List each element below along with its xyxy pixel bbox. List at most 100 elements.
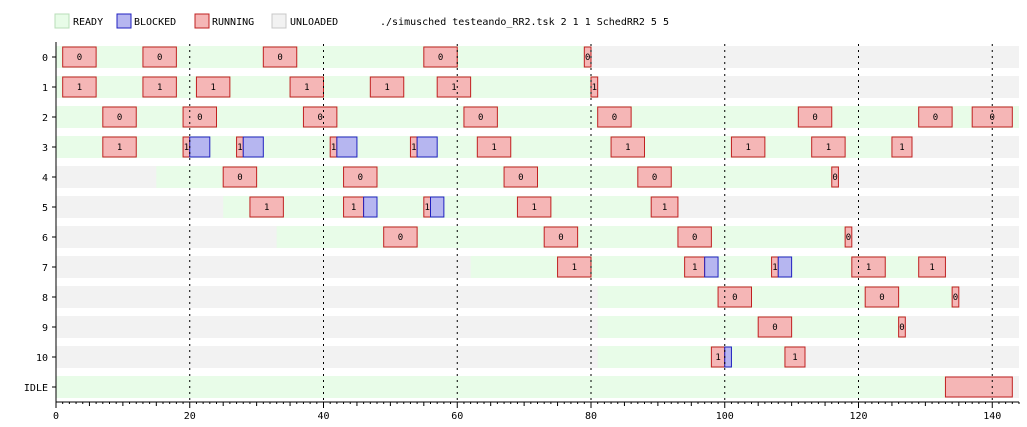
xtick-label-20: 20: [184, 411, 196, 422]
row-2-running-0: [102, 106, 137, 128]
legend-label-ready: READY: [73, 17, 103, 28]
row-idle-running-0: [944, 376, 1013, 398]
xtick-label-100: 100: [716, 411, 734, 422]
row-6-running-label-2: 0: [692, 233, 697, 243]
row-4-ready: [156, 166, 839, 188]
xtick-label-120: 120: [849, 411, 867, 422]
row-2-running-label-6: 0: [933, 113, 938, 123]
row-10-running-label-0: 1: [715, 353, 720, 363]
row-3-running-0: [102, 136, 137, 158]
row-5-running-label-4: 1: [662, 203, 667, 213]
legend-swatch-running: [194, 13, 210, 29]
row-0-running-label-0: 0: [77, 53, 82, 63]
plot-area: 0000001111111100000000211111111113000004…: [24, 42, 1020, 422]
row-3-running-label-3: 1: [331, 143, 336, 153]
row-3-running-label-7: 1: [745, 143, 750, 153]
row-5-running-label-1: 1: [351, 203, 356, 213]
row-2-running-label-4: 0: [612, 113, 617, 123]
row-3-running-6: [610, 136, 645, 158]
legend-label-blocked: BLOCKED: [134, 17, 176, 28]
row-3-running-5: [476, 136, 512, 158]
row-6-running-3: [844, 226, 853, 248]
row-1-running-label-1: 1: [157, 83, 162, 93]
row-4-running-label-2: 0: [518, 173, 523, 183]
command-line-text: ./simusched testeando_RR2.tsk 2 1 1 Sche…: [380, 17, 669, 28]
row-6-running-2: [677, 226, 712, 248]
row-8-running-label-1: 0: [879, 293, 884, 303]
row-8-running-0: [717, 286, 752, 308]
row-7-running-label-3: 1: [866, 263, 871, 273]
xtick-label-140: 140: [983, 411, 1001, 422]
row-3-running-label-4: 1: [411, 143, 416, 153]
row-5-running-label-2: 1: [424, 203, 429, 213]
row-1-ready: [56, 76, 598, 98]
row-3-blocked-1: [242, 136, 264, 158]
row-3-blocked-3: [416, 136, 438, 158]
row-9-label: 9: [42, 323, 48, 334]
row-8-ready: [597, 286, 959, 308]
row-4-running-label-1: 0: [358, 173, 363, 183]
row-8-running-2: [951, 286, 960, 308]
row-2-running-label-5: 0: [812, 113, 817, 123]
row-1-running-4: [369, 76, 405, 98]
row-4-running-label-4: 0: [832, 173, 837, 183]
row-5-running-4: [650, 196, 679, 218]
row-2-running-label-3: 0: [478, 113, 483, 123]
row-3-running-label-1: 1: [184, 143, 189, 153]
row-5-running-3: [516, 196, 552, 218]
row-2-label: 2: [42, 113, 48, 124]
row-7-running-label-2: 1: [772, 263, 777, 273]
row-3-blocked-2: [336, 136, 358, 158]
row-7-running-label-1: 1: [692, 263, 697, 273]
row-0-label: 0: [42, 53, 48, 64]
row-10-label: 10: [36, 353, 48, 364]
row-1-running-5: [436, 76, 472, 98]
row-4-running-label-0: 0: [237, 173, 242, 183]
row-0-running-label-1: 0: [157, 53, 162, 63]
row-3-running-label-9: 1: [899, 143, 904, 153]
row-5-running-label-0: 1: [264, 203, 269, 213]
row-1-running-label-6: 1: [592, 83, 597, 93]
row-2-running-3: [463, 106, 498, 128]
row-1-label: 1: [42, 83, 48, 94]
row-1-running-label-4: 1: [384, 83, 389, 93]
row-7-running-3: [851, 256, 886, 278]
row-3-running-label-6: 1: [625, 143, 630, 153]
row-9-running-label-1: 0: [899, 323, 904, 333]
row-2-running-label-1: 0: [197, 113, 202, 123]
row-0-running-2: [262, 46, 298, 68]
row-7-running-label-4: 1: [929, 263, 934, 273]
row-3-running-label-5: 1: [491, 143, 496, 153]
row-5-label: 5: [42, 203, 48, 214]
row-0-running-label-4: 0: [585, 53, 590, 63]
row-2-running-label-2: 0: [317, 113, 322, 123]
xtick-label-0: 0: [53, 411, 59, 422]
row-4-running-0: [222, 166, 258, 188]
row-3-running-label-0: 1: [117, 143, 122, 153]
row-8-running-1: [864, 286, 900, 308]
row-1-running-1: [142, 76, 177, 98]
row-4-running-label-3: 0: [652, 173, 657, 183]
row-3-running-8: [811, 136, 846, 158]
row-3-running-label-8: 1: [826, 143, 831, 153]
row-9-running-0: [757, 316, 793, 338]
row-4-running-3: [637, 166, 672, 188]
row-10-running-1: [784, 346, 806, 368]
row-2-running-4: [597, 106, 632, 128]
xtick-label-80: 80: [585, 411, 597, 422]
row-3-running-7: [730, 136, 766, 158]
row-4-running-4: [831, 166, 839, 188]
xtick-label-60: 60: [451, 411, 463, 422]
row-7-running-4: [918, 256, 946, 278]
row-1-running-label-3: 1: [304, 83, 309, 93]
row-0-running-label-2: 0: [277, 53, 282, 63]
row-7-blocked-0: [704, 256, 719, 278]
row-6-label: 6: [42, 233, 48, 244]
row-10-running-label-1: 1: [792, 353, 797, 363]
row-6-running-label-1: 0: [558, 233, 563, 243]
row-5-running-0: [249, 196, 284, 218]
row-3-running-9: [891, 136, 913, 158]
row-7-label: 7: [42, 263, 48, 274]
row-9-running-label-0: 0: [772, 323, 777, 333]
